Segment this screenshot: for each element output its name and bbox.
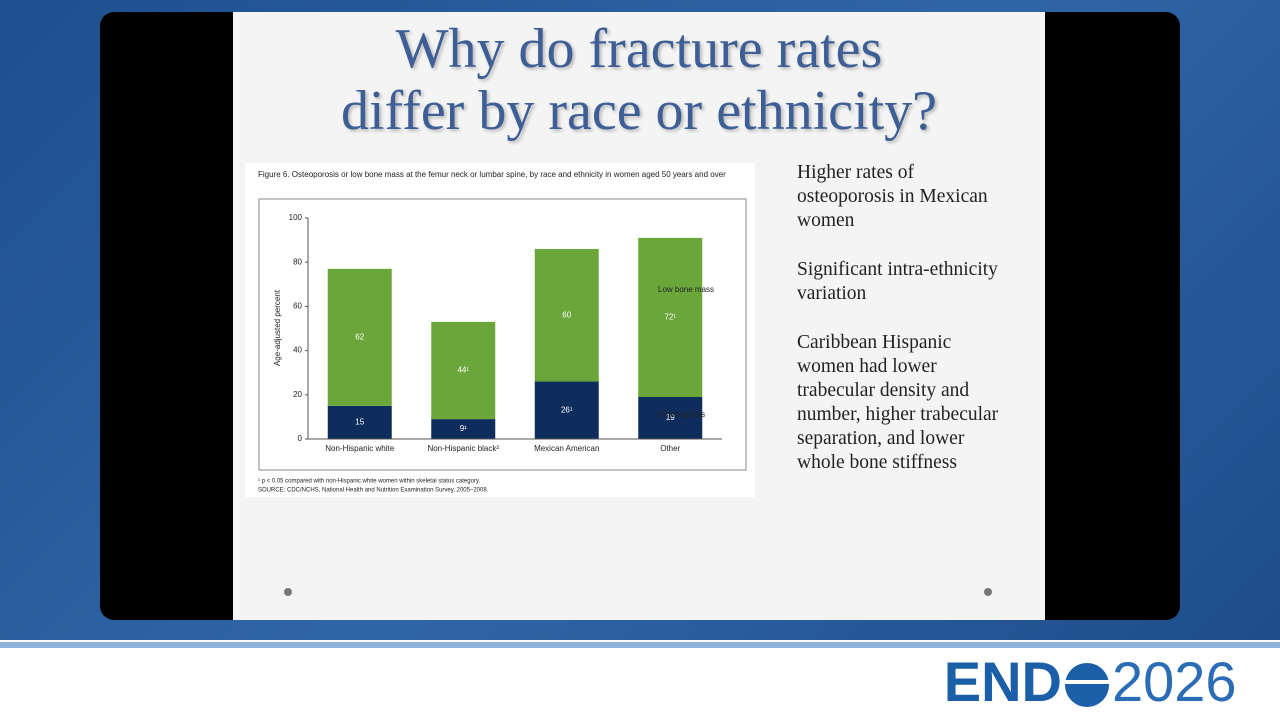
value-label: 72¹	[664, 313, 676, 322]
logo-left: END	[944, 650, 1062, 713]
chart-title-box: Figure 6. Osteoporosis or low bone mass …	[258, 170, 726, 179]
bullet-text: Higher rates of osteoporosis in Mexican …	[797, 162, 988, 231]
y-tick-label: 60	[293, 302, 302, 311]
bar-segment	[327, 405, 392, 439]
dot	[984, 588, 992, 596]
y-tick-label: 0	[298, 434, 303, 443]
value-label: 44¹	[457, 366, 469, 375]
logo-globe-band	[1065, 680, 1109, 684]
bar-segment	[638, 397, 703, 439]
dot	[284, 588, 292, 596]
source: SOURCE: CDC/NCHS, National Health and Nu…	[258, 488, 489, 494]
value-label: 26¹	[561, 405, 573, 414]
bar-segment	[431, 419, 496, 439]
value-label: 15	[355, 418, 364, 427]
y-axis-label: Age-adjusted percent	[273, 289, 282, 366]
logo-right: 2026	[1112, 650, 1237, 713]
y-tick-label: 100	[289, 213, 303, 222]
logo-globe	[1065, 663, 1109, 707]
bar-segment	[638, 237, 703, 398]
value-label: 62	[355, 332, 364, 341]
value-label: 9¹	[460, 424, 467, 433]
x-tick-label: Non-Hispanic white	[325, 444, 394, 453]
slide-title-line: differ by race or ethnicity?	[340, 80, 937, 142]
y-tick-label: 80	[293, 257, 302, 266]
chart-frame	[258, 198, 747, 471]
legend-label: Osteoporosis	[658, 410, 705, 419]
bar-segment	[431, 321, 496, 420]
bar-segment	[327, 268, 392, 406]
bar-segment	[534, 381, 599, 439]
y-tick-label: 20	[293, 390, 302, 399]
slide-title-line: Why do fracture rates	[395, 18, 883, 80]
chart-title: Figure 6. Osteoporosis or low bone mass …	[258, 170, 726, 179]
x-tick-label: Mexican American	[534, 444, 599, 453]
footer-line	[0, 642, 1280, 648]
bar-segment	[534, 248, 599, 382]
footnote: ¹ p < 0.05 compared with non-Hispanic wh…	[258, 479, 480, 485]
legend-label: Low bone mass	[658, 285, 714, 294]
x-tick-label: Other	[660, 444, 680, 453]
value-label: 60	[562, 310, 571, 319]
bullet-text: Significant intra-ethnicity variation	[797, 259, 998, 304]
y-tick-label: 40	[293, 346, 302, 355]
x-tick-label: Non-Hispanic black²	[427, 444, 499, 453]
value-label: 19	[666, 413, 675, 422]
bullet-text: Caribbean Hispanic women had lower trabe…	[797, 332, 999, 473]
